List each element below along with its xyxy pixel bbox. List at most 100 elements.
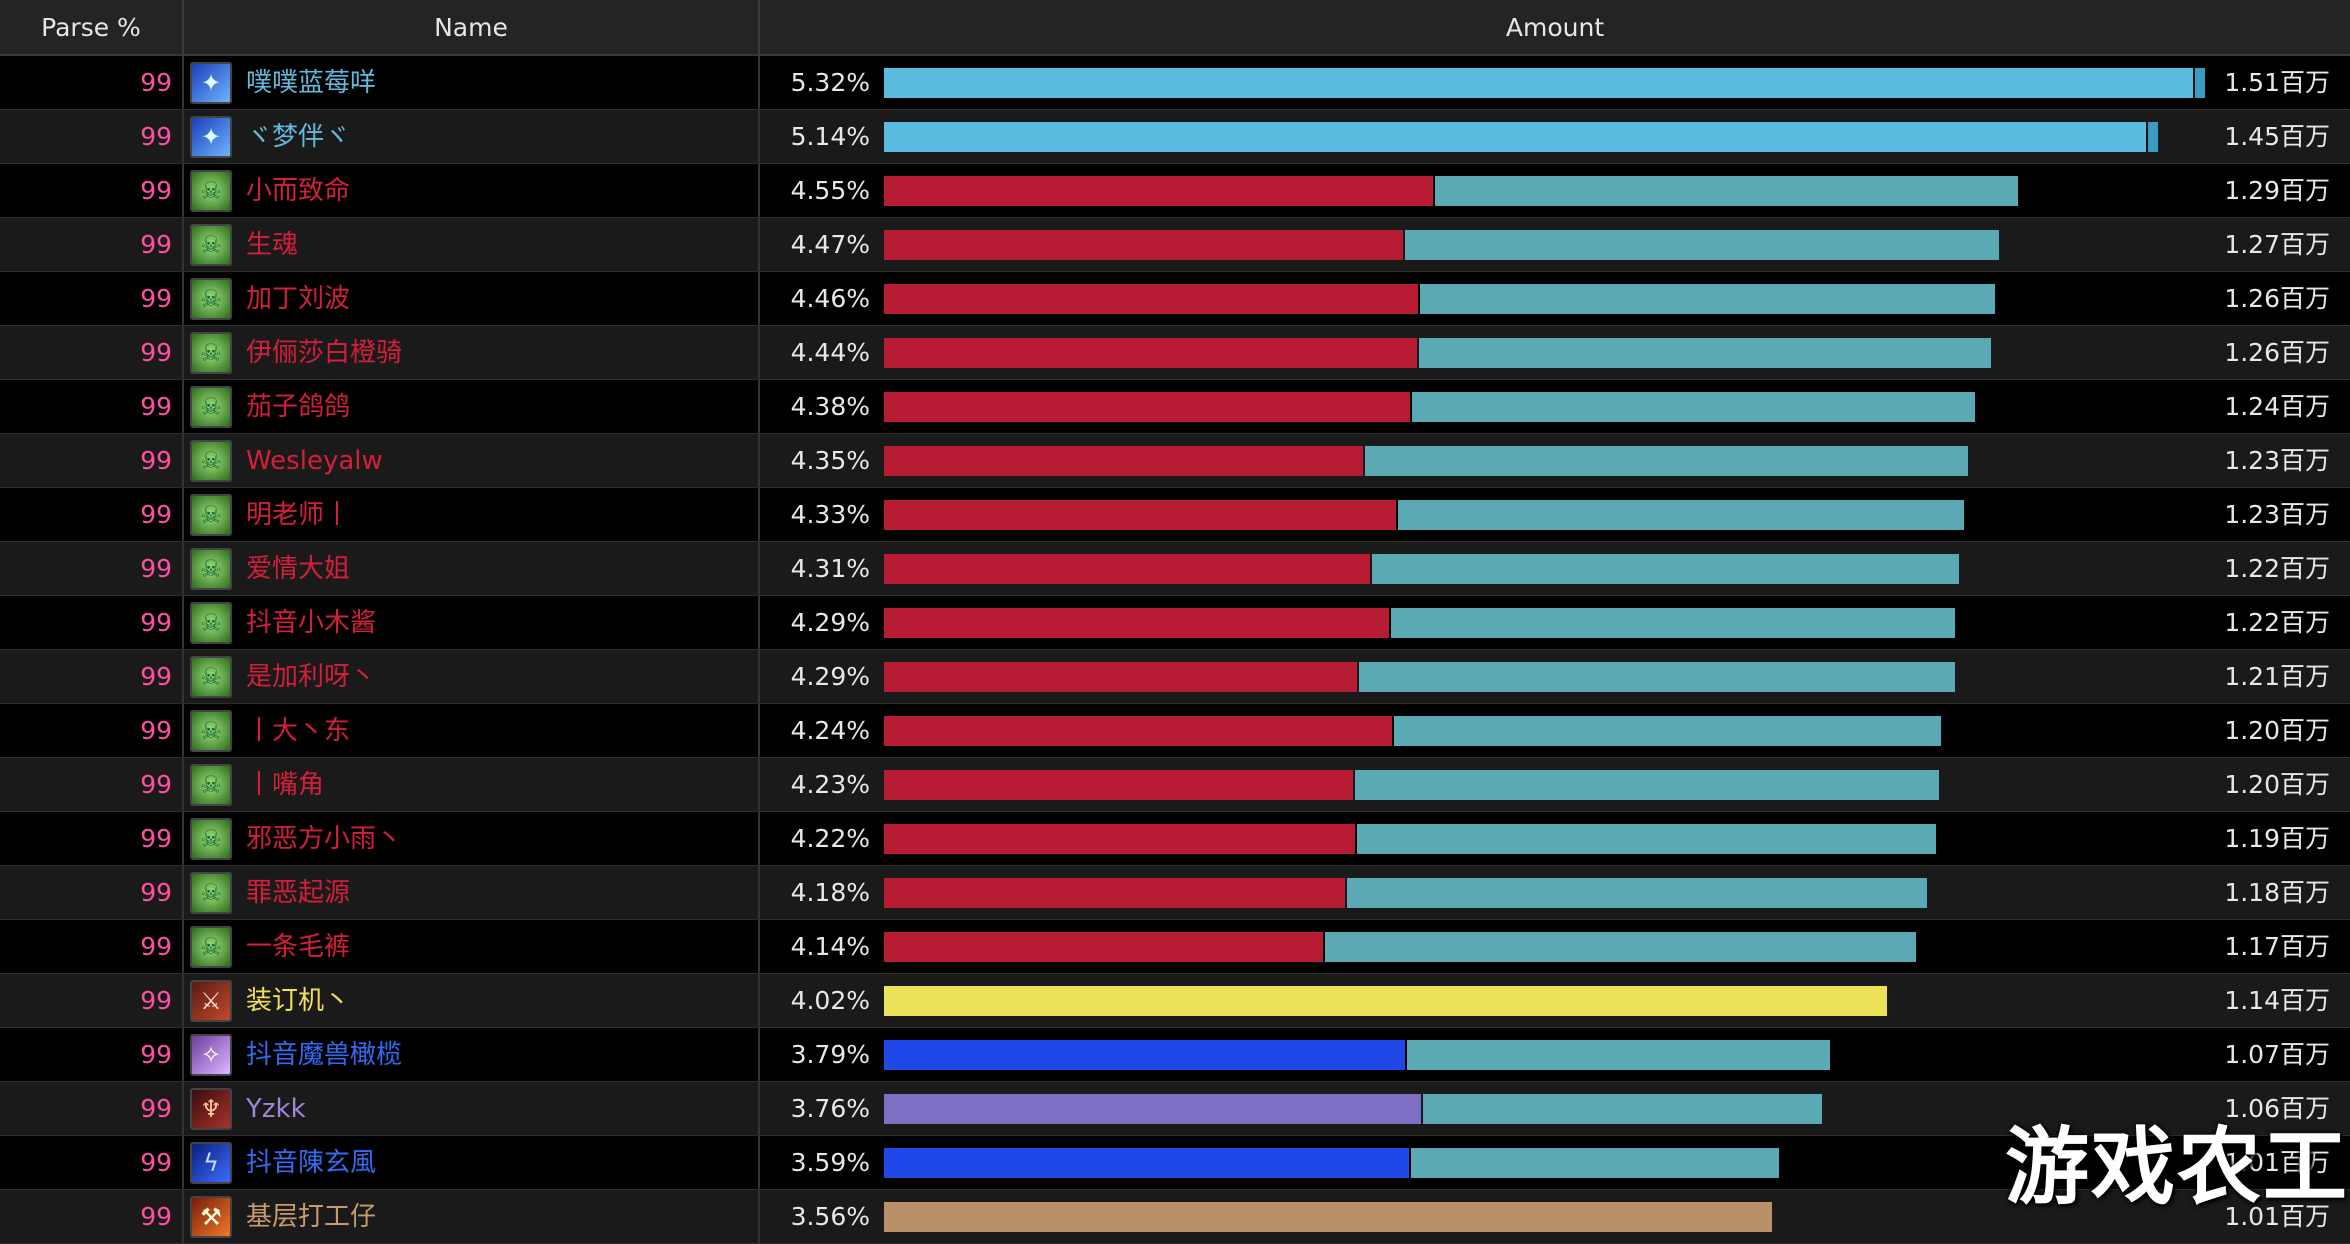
player-name[interactable]: 丨大丶东	[246, 716, 351, 746]
damage-bar-primary	[884, 176, 1434, 206]
column-divider	[758, 866, 760, 919]
column-divider	[182, 272, 184, 325]
table-row[interactable]: 99 ☠ 明老师丨 4.33% 1.23百万	[0, 488, 2350, 542]
column-divider	[758, 650, 760, 703]
column-divider	[758, 218, 760, 271]
damage-bar-secondary	[1411, 1148, 1780, 1178]
table-row[interactable]: 99 ☠ 邪恶方小雨丶 4.22% 1.19百万	[0, 812, 2350, 866]
table-row[interactable]: 99 ☠ 加丁刘波 4.46% 1.26百万	[0, 272, 2350, 326]
damage-percent: 4.55%	[790, 176, 870, 205]
damage-bar-secondary	[1423, 1094, 1822, 1124]
damage-percent: 4.22%	[790, 824, 870, 853]
column-divider	[758, 758, 760, 811]
damage-amount: 1.23百万	[2224, 446, 2330, 475]
player-name[interactable]: 爱情大姐	[246, 554, 351, 584]
player-name[interactable]: 小而致命	[246, 176, 351, 206]
column-divider	[758, 164, 760, 217]
column-divider	[182, 488, 184, 541]
damage-bar-primary	[884, 446, 1364, 476]
parse-value: 99	[140, 392, 172, 421]
skull-icon: ☠	[190, 548, 232, 590]
table-row[interactable]: 99 ☠ 一条毛裤 4.14% 1.17百万	[0, 920, 2350, 974]
damage-amount: 1.29百万	[2224, 176, 2330, 205]
player-name[interactable]: 噗噗蓝莓咩	[246, 68, 377, 98]
header-parse[interactable]: Parse %	[0, 0, 184, 56]
player-name[interactable]: 抖音魔兽橄榄	[246, 1040, 403, 1070]
parse-value: 99	[140, 932, 172, 961]
table-row[interactable]: 99 ☠ 小而致命 4.55% 1.29百万	[0, 164, 2350, 218]
damage-bar-tip	[2146, 122, 2159, 152]
table-row[interactable]: 99 ☠ 茄子鸽鸽 4.38% 1.24百万	[0, 380, 2350, 434]
damage-amount: 1.01百万	[2224, 1202, 2330, 1231]
player-name[interactable]: 加丁刘波	[246, 284, 351, 314]
column-divider	[182, 434, 184, 487]
table-row[interactable]: 99 ⚒ 基层打工仔 3.56% 1.01百万	[0, 1190, 2350, 1244]
shaman-totem-icon: ✦	[190, 62, 232, 104]
player-name[interactable]: 抖音陳玄風	[246, 1148, 377, 1178]
table-row[interactable]: 99 ☠ 罪恶起源 4.18% 1.18百万	[0, 866, 2350, 920]
player-name[interactable]: 抖音小木酱	[246, 608, 377, 638]
table-row[interactable]: 99 ☠ 丨大丶东 4.24% 1.20百万	[0, 704, 2350, 758]
damage-amount: 1.01百万	[2224, 1148, 2330, 1177]
damage-bar-secondary	[1397, 500, 1964, 530]
damage-bar-secondary	[1420, 284, 1995, 314]
table-row[interactable]: 99 ☠ 伊俪莎白橙骑 4.44% 1.26百万	[0, 326, 2350, 380]
damage-percent: 4.14%	[790, 932, 870, 961]
player-name[interactable]: 罪恶起源	[246, 878, 351, 908]
damage-percent: 4.24%	[790, 716, 870, 745]
table-row[interactable]: 99 ϟ 抖音陳玄風 3.59% 1.01百万	[0, 1136, 2350, 1190]
player-name[interactable]: 是加利呀丶	[246, 662, 377, 692]
table-row[interactable]: 99 ✦ 噗噗蓝莓咩 5.32% 1.51百万	[0, 56, 2350, 110]
parse-value: 99	[140, 1148, 172, 1177]
header-amount[interactable]: Amount	[1505, 13, 1605, 42]
damage-bar-secondary	[1324, 932, 1917, 962]
table-row[interactable]: 99 ✧ 抖音魔兽橄榄 3.79% 1.07百万	[0, 1028, 2350, 1082]
column-divider	[758, 920, 760, 973]
table-row[interactable]: 99 ⚔ 装订机丶 4.02% 1.14百万	[0, 974, 2350, 1028]
player-name[interactable]: 生魂	[246, 230, 299, 260]
column-divider	[758, 812, 760, 865]
player-name[interactable]: 装订机丶	[246, 986, 351, 1016]
column-divider	[182, 542, 184, 595]
skull-icon: ☠	[190, 224, 232, 266]
table-row[interactable]: 99 ☠ 抖音小木酱 4.29% 1.22百万	[0, 596, 2350, 650]
damage-amount: 1.18百万	[2224, 878, 2330, 907]
player-name[interactable]: ヾ梦伴ヾ	[246, 122, 351, 152]
table-row[interactable]: 99 ☠ 是加利呀丶 4.29% 1.21百万	[0, 650, 2350, 704]
header-name[interactable]: Name	[184, 0, 760, 56]
damage-percent: 5.32%	[790, 68, 870, 97]
damage-bar-primary	[884, 878, 1345, 908]
damage-percent: 4.38%	[790, 392, 870, 421]
player-name[interactable]: 一条毛裤	[246, 932, 351, 962]
player-name[interactable]: 丨嘴角	[246, 770, 325, 800]
damage-bar-secondary	[1411, 392, 1975, 422]
table-row[interactable]: 99 ☠ 丨嘴角 4.23% 1.20百万	[0, 758, 2350, 812]
table-row[interactable]: 99 ☠ Wesleyalw 4.35% 1.23百万	[0, 434, 2350, 488]
damage-percent: 4.35%	[790, 446, 870, 475]
damage-bar-primary	[884, 1148, 1410, 1178]
damage-bar-secondary	[1359, 662, 1955, 692]
damage-amount: 1.45百万	[2224, 122, 2330, 151]
player-name[interactable]: 邪恶方小雨丶	[246, 824, 403, 854]
parse-value: 99	[140, 662, 172, 691]
damage-bar-primary	[884, 500, 1396, 530]
parse-value: 99	[140, 824, 172, 853]
player-name[interactable]: 茄子鸽鸽	[246, 392, 351, 422]
table-row[interactable]: 99 ♆ Yzkk 3.76% 1.06百万	[0, 1082, 2350, 1136]
column-divider	[758, 434, 760, 487]
damage-bar-secondary	[1357, 824, 1937, 854]
table-row[interactable]: 99 ☠ 爱情大姐 4.31% 1.22百万	[0, 542, 2350, 596]
damage-percent: 4.33%	[790, 500, 870, 529]
damage-bar-secondary	[1405, 230, 1999, 260]
player-name[interactable]: 基层打工仔	[246, 1202, 377, 1232]
column-divider	[758, 56, 760, 109]
player-name[interactable]: Wesleyalw	[246, 446, 383, 476]
player-name[interactable]: 明老师丨	[246, 500, 351, 530]
table-row[interactable]: 99 ✦ ヾ梦伴ヾ 5.14% 1.45百万	[0, 110, 2350, 164]
parse-value: 99	[140, 1040, 172, 1069]
parse-value: 99	[140, 446, 172, 475]
player-name[interactable]: Yzkk	[246, 1094, 306, 1124]
player-name[interactable]: 伊俪莎白橙骑	[246, 338, 403, 368]
skull-icon: ☠	[190, 818, 232, 860]
table-row[interactable]: 99 ☠ 生魂 4.47% 1.27百万	[0, 218, 2350, 272]
